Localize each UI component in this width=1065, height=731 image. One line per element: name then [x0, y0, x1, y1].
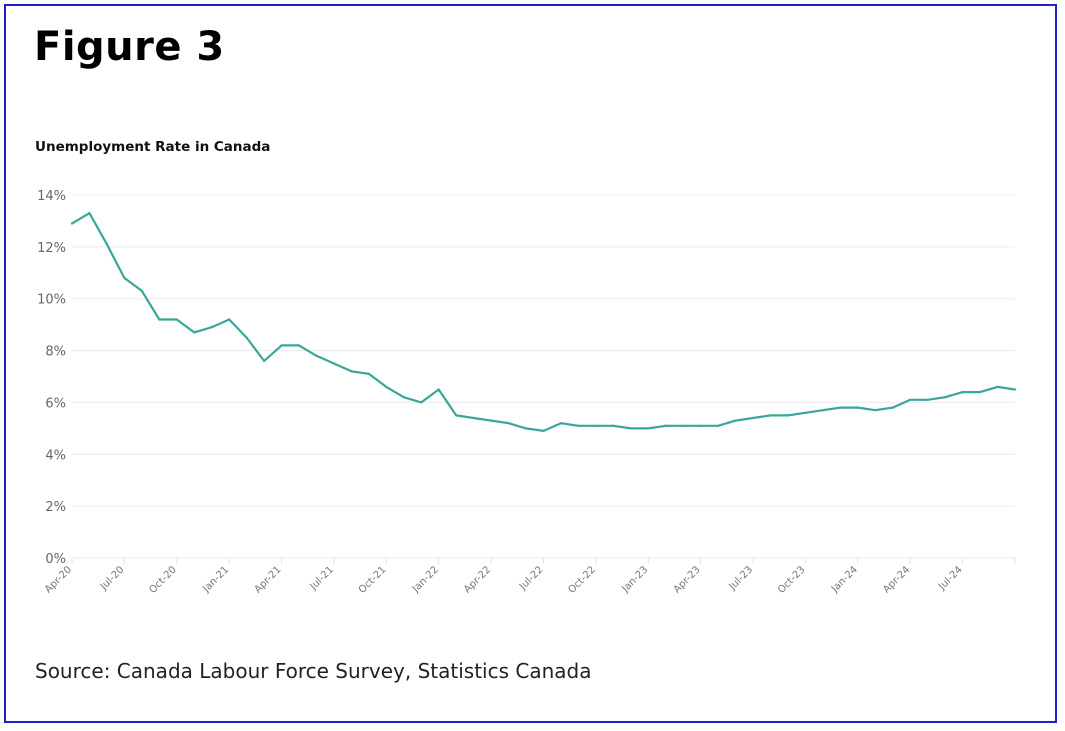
data-point — [786, 414, 790, 417]
data-point — [123, 276, 126, 280]
data-point — [437, 388, 440, 391]
data-point — [490, 419, 493, 422]
data-point — [856, 406, 859, 409]
y-tick-label: 12% — [37, 241, 66, 256]
x-tick-label: Jul-24 — [936, 564, 965, 593]
data-point — [559, 422, 563, 425]
data-point — [1013, 388, 1017, 391]
data-point — [262, 359, 266, 363]
data-point — [105, 243, 109, 246]
data-point — [612, 424, 615, 427]
data-point — [751, 416, 755, 420]
x-tick-label: Jul-20 — [98, 564, 127, 593]
x-tick-label: Oct-20 — [147, 564, 179, 596]
data-point — [158, 318, 161, 321]
data-point — [332, 362, 336, 365]
x-tick-label: Apr-22 — [462, 564, 493, 595]
data-point — [874, 409, 877, 412]
data-point — [507, 422, 510, 425]
x-tick-label: Oct-22 — [566, 564, 598, 596]
data-point — [245, 336, 248, 339]
data-point — [297, 344, 301, 347]
data-point — [70, 222, 74, 225]
y-tick-label: 8% — [45, 345, 66, 360]
data-point — [682, 424, 685, 427]
data-point — [978, 390, 982, 394]
data-point — [804, 411, 807, 414]
data-point — [385, 385, 388, 388]
data-point — [926, 398, 929, 401]
data-point — [664, 424, 667, 427]
y-tick-label: 2% — [45, 500, 66, 515]
data-point — [210, 326, 213, 329]
data-point — [193, 331, 196, 334]
x-tick-label: Jul-22 — [517, 564, 546, 593]
data-point — [350, 370, 353, 373]
x-tick-label: Jul-21 — [307, 564, 336, 593]
data-point — [228, 318, 231, 321]
x-tick-label: Apr-23 — [672, 564, 703, 595]
chart-title: Unemployment Rate in Canada — [35, 139, 271, 155]
data-point — [280, 344, 283, 347]
data-point — [472, 416, 475, 420]
data-point — [542, 429, 545, 433]
x-tick-label: Apr-20 — [43, 564, 74, 595]
data-point — [961, 390, 964, 394]
data-point — [769, 414, 772, 417]
figure-title: Figure 3 — [34, 24, 225, 70]
data-point — [821, 409, 825, 412]
data-point — [629, 427, 632, 430]
data-point — [367, 372, 370, 376]
x-tick-label: Apr-21 — [253, 564, 284, 595]
figure-frame — [4, 4, 1057, 723]
data-point — [647, 427, 650, 430]
x-tick-label: Oct-21 — [357, 564, 389, 596]
data-point — [594, 424, 597, 427]
data-point — [577, 424, 580, 427]
data-point — [717, 424, 720, 427]
data-point — [891, 406, 894, 409]
source-note: Source: Canada Labour Force Survey, Stat… — [35, 659, 592, 683]
data-point — [315, 354, 318, 357]
y-tick-label: 6% — [45, 396, 66, 411]
data-point — [420, 401, 423, 404]
x-tick-label: Jan-23 — [619, 564, 650, 595]
y-tick-label: 14% — [37, 189, 66, 204]
y-tick-label: 4% — [45, 448, 66, 463]
y-tick-label: 0% — [45, 552, 66, 567]
data-point — [944, 396, 947, 399]
data-point — [734, 419, 737, 422]
data-point — [88, 212, 91, 215]
x-tick-label: Jul-23 — [727, 564, 756, 593]
x-tick-label: Jan-24 — [829, 564, 860, 595]
y-tick-label: 10% — [37, 293, 66, 308]
data-point — [524, 427, 528, 430]
x-tick-label: Oct-23 — [776, 564, 808, 596]
data-point — [140, 289, 143, 293]
data-point — [455, 414, 458, 417]
data-point — [175, 318, 178, 321]
data-point — [909, 398, 912, 401]
data-point — [699, 424, 702, 427]
data-point — [402, 396, 405, 399]
x-tick-label: Apr-24 — [881, 564, 912, 595]
data-point — [839, 406, 842, 409]
x-tick-label: Jan-22 — [410, 564, 441, 595]
unemployment-rate-line — [71, 212, 1016, 432]
data-point — [996, 385, 999, 388]
x-tick-label: Jan-21 — [200, 564, 231, 595]
